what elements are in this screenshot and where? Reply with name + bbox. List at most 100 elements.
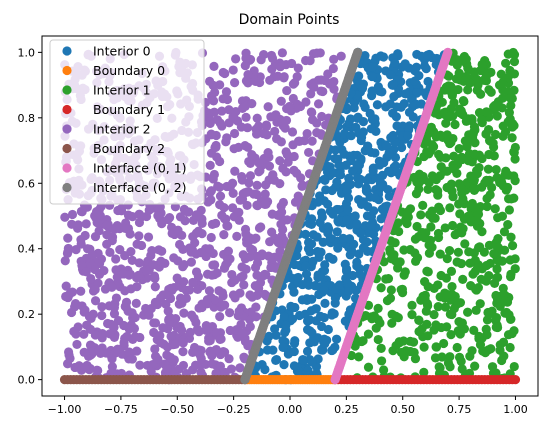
scatter-point xyxy=(447,220,458,231)
scatter-point xyxy=(431,184,441,195)
scatter-point xyxy=(107,354,117,364)
series-interface-0-2- xyxy=(240,47,363,385)
y-axis: 0.0 0.2 0.4 0.6 0.8 1.0 xyxy=(18,46,42,387)
scatter-point xyxy=(251,302,261,312)
scatter-point xyxy=(102,239,112,249)
scatter-point xyxy=(124,347,134,357)
scatter-point xyxy=(287,314,298,324)
scatter-point xyxy=(448,192,458,202)
scatter-point xyxy=(210,87,220,97)
scatter-point xyxy=(460,239,470,249)
scatter-point xyxy=(173,256,183,266)
y-tick-label: 0.0 xyxy=(18,374,36,387)
scatter-point xyxy=(344,118,354,128)
scatter-point xyxy=(409,347,419,358)
scatter-point xyxy=(178,338,188,348)
series-boundary-0 xyxy=(240,375,340,385)
scatter-point xyxy=(358,243,369,253)
scatter-point xyxy=(239,352,249,362)
scatter-point xyxy=(449,151,459,161)
scatter-point xyxy=(245,171,256,181)
scatter-point xyxy=(280,116,291,126)
scatter-point xyxy=(356,132,367,142)
scatter-point xyxy=(491,165,501,175)
scatter-point xyxy=(477,226,487,237)
scatter-point xyxy=(383,166,394,176)
x-tick-label: 0.50 xyxy=(390,403,415,416)
scatter-point xyxy=(328,254,338,264)
scatter-point xyxy=(278,335,288,346)
scatter-point xyxy=(121,297,132,307)
scatter-point xyxy=(503,49,513,59)
scatter-point xyxy=(491,313,502,323)
scatter-point xyxy=(235,363,245,373)
scatter-point xyxy=(229,128,240,139)
scatter-point xyxy=(391,341,401,351)
scatter-point xyxy=(427,242,437,252)
scatter-point xyxy=(485,258,495,269)
scatter-point xyxy=(445,309,455,319)
scatter-point xyxy=(510,375,521,385)
scatter-point xyxy=(215,361,226,371)
scatter-point xyxy=(472,215,482,225)
scatter-point xyxy=(178,347,188,357)
scatter-point xyxy=(252,180,262,190)
scatter-point xyxy=(490,204,500,214)
scatter-point xyxy=(277,48,287,58)
scatter-point xyxy=(102,220,112,231)
scatter-point xyxy=(273,237,283,248)
legend-label: Boundary 2 xyxy=(93,141,165,156)
scatter-point xyxy=(101,348,111,358)
scatter-point xyxy=(383,274,394,284)
scatter-point xyxy=(287,127,298,137)
scatter-point xyxy=(234,207,244,217)
scatter-point xyxy=(179,277,189,287)
scatter-point xyxy=(132,282,142,292)
scatter-point xyxy=(224,105,234,115)
scatter-point xyxy=(297,279,308,290)
scatter-point xyxy=(399,98,409,109)
scatter-point xyxy=(390,58,400,68)
scatter-point xyxy=(456,222,466,232)
scatter-point xyxy=(405,336,415,346)
scatter-point xyxy=(221,137,231,147)
scatter-point xyxy=(454,68,464,78)
scatter-point xyxy=(303,237,314,247)
scatter-point xyxy=(237,175,247,185)
scatter-point xyxy=(501,58,511,68)
scatter-point xyxy=(228,112,238,122)
scatter-point xyxy=(267,209,277,219)
scatter-point xyxy=(223,255,233,265)
scatter-point xyxy=(204,244,215,254)
scatter-point xyxy=(134,258,144,268)
scatter-point xyxy=(205,335,215,346)
scatter-point xyxy=(313,99,324,109)
scatter-point xyxy=(422,319,432,329)
scatter-point xyxy=(178,360,189,371)
scatter-point xyxy=(482,193,492,204)
scatter-point xyxy=(348,270,358,281)
scatter-point xyxy=(215,334,225,344)
scatter-point xyxy=(434,362,444,372)
scatter-point xyxy=(429,283,439,293)
scatter-point xyxy=(63,247,73,257)
scatter-point xyxy=(457,364,467,374)
scatter-point xyxy=(184,207,194,217)
scatter-point xyxy=(312,118,322,128)
scatter-point xyxy=(420,276,430,287)
scatter-point xyxy=(215,156,225,167)
scatter-point xyxy=(341,160,351,170)
scatter-point xyxy=(109,303,119,313)
scatter-point xyxy=(353,47,363,57)
scatter-point xyxy=(314,271,325,281)
scatter-point xyxy=(81,219,91,229)
scatter-point xyxy=(228,188,238,199)
scatter-point xyxy=(72,339,82,350)
scatter-point xyxy=(188,277,198,288)
scatter-point xyxy=(375,160,385,170)
scatter-point xyxy=(404,107,415,117)
scatter-point xyxy=(156,256,166,266)
scatter-point xyxy=(191,267,202,277)
scatter-point xyxy=(278,197,288,208)
